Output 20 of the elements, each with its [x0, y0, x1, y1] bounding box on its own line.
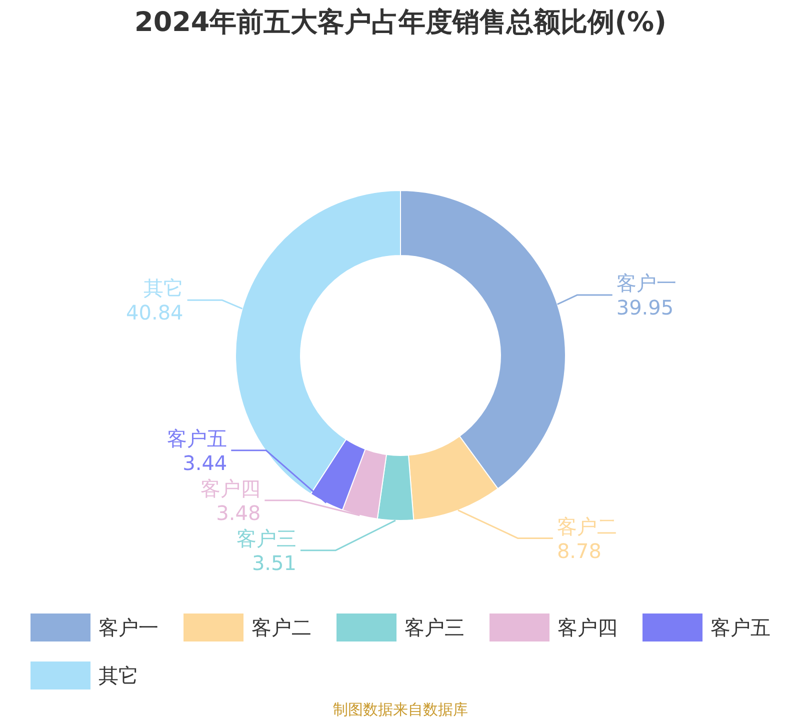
text: 制图数据来自数据库	[333, 700, 468, 718]
slice-label: 客户二	[556, 514, 617, 538]
data-label: 3.48	[216, 500, 261, 525]
slice-label: 其它	[143, 276, 184, 300]
legend-label: 客户一	[98, 616, 158, 640]
slice-label: 客户四	[200, 476, 261, 500]
slice-label: 客户一	[616, 270, 676, 295]
legend-label: 其它	[98, 664, 138, 688]
data-label: 39.95	[616, 295, 674, 320]
data-label: 3.51	[252, 550, 296, 575]
legend-label: 客户四	[558, 616, 618, 640]
data-label: 40.84	[126, 300, 184, 325]
legend-label: 客户五	[710, 616, 770, 640]
chart-title: 2024年前五大客户占年度销售总额比例(%)	[134, 7, 666, 38]
data-label: 8.78	[556, 538, 602, 563]
data-label: 3.44	[182, 450, 228, 475]
legend-label: 客户三	[404, 616, 464, 640]
slice-label: 客户五	[167, 426, 228, 450]
legend-label: 客户二	[252, 616, 312, 640]
slice-label: 客户三	[236, 526, 296, 550]
